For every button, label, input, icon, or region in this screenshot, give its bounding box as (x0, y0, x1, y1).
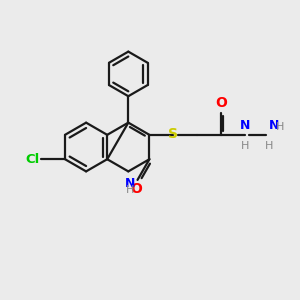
Text: H: H (276, 122, 284, 133)
Text: Cl: Cl (25, 153, 39, 166)
Text: O: O (130, 182, 142, 196)
Text: N: N (124, 177, 135, 190)
Text: N: N (269, 119, 280, 133)
Text: O: O (215, 96, 227, 110)
Text: H: H (126, 185, 134, 195)
Text: H: H (241, 141, 249, 151)
Text: H: H (265, 141, 273, 151)
Text: N: N (240, 119, 250, 133)
Text: S: S (168, 127, 178, 141)
